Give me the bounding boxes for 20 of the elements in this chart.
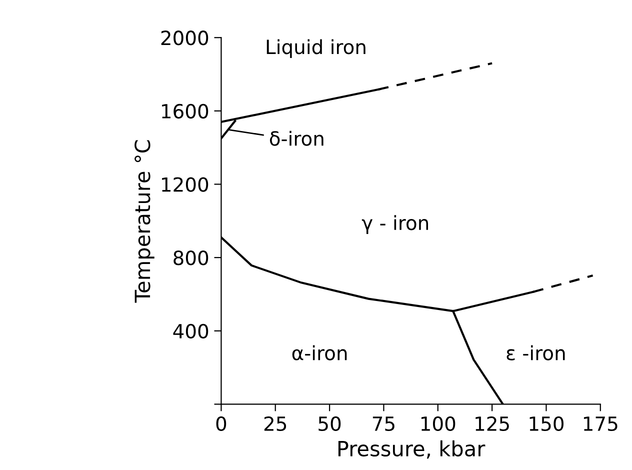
x-tick-label: 25 [264, 416, 286, 432]
x-tick-label: 100 [421, 416, 456, 432]
x-tick-label: 175 [584, 416, 618, 432]
y-tick-label: 400 [173, 324, 208, 339]
x-tick-label: 75 [372, 416, 394, 432]
annotation: γ - iron [362, 215, 428, 234]
annotation: α-iron [292, 345, 347, 360]
y-tick-label: 1600 [162, 104, 208, 119]
x-tick-label: 125 [476, 416, 509, 432]
x-axis-title: Pressure, kbar [338, 440, 486, 459]
annotation: δ-iron [270, 130, 324, 146]
y-axis-title: Temperature °C [134, 140, 154, 303]
annotation: Liquid iron [266, 39, 366, 58]
x-tick-label: 50 [318, 416, 341, 432]
x-tick-label: 150 [530, 416, 564, 432]
y-tick-label: 800 [174, 250, 208, 266]
x-tick-label: 0 [216, 416, 226, 432]
y-tick-label: 2000 [161, 30, 208, 46]
annotation: ε -iron [506, 345, 565, 360]
y-tick-label: 1200 [162, 177, 208, 192]
